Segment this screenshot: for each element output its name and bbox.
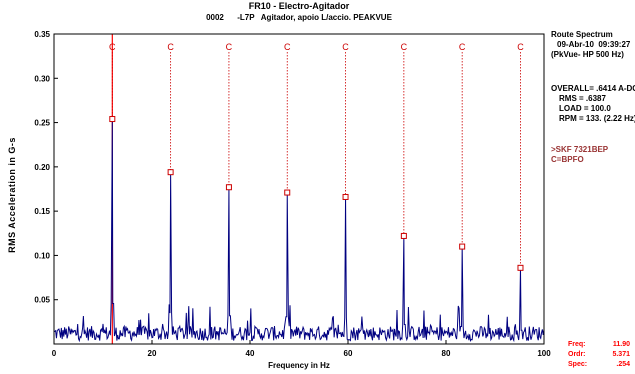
order-value: 5.371 <box>612 351 630 358</box>
freq-value: 11.90 <box>612 341 630 348</box>
x-tick-label: 20 <box>148 349 157 358</box>
peak-marker <box>517 264 524 271</box>
y-tick-label: 0.25 <box>34 119 50 128</box>
spectrum-trace <box>53 119 545 343</box>
rpm-value: RPM = 133. (2.22 Hz) <box>559 114 635 123</box>
peak-marker <box>284 189 291 196</box>
measurement-point: 0002 -L7P Agitador, apoio L/accio. PEAKV… <box>54 13 544 22</box>
x-tick-label: 0 <box>52 349 57 358</box>
order-label: Ordr: <box>568 351 586 358</box>
overall-value: OVERALL= .6414 A-DG <box>551 84 635 93</box>
route-title: Route Spectrum <box>551 30 613 39</box>
y-tick-label: 0.20 <box>34 163 50 172</box>
fault-label-c: C <box>109 42 116 52</box>
peak-marker <box>400 232 407 239</box>
spec-value: .254 <box>616 361 630 368</box>
overall-info: OVERALL= .6414 A-DG RMS = .6387 LOAD = 100… <box>551 84 635 124</box>
peak-marker <box>167 169 174 176</box>
y-tick-label: 0.30 <box>34 74 50 83</box>
fault-label-c: C <box>401 42 408 52</box>
spec-label: Spec: <box>568 361 588 368</box>
point-code: 0002 <box>206 13 224 22</box>
chart-title: FR10 - Electro-Agitador <box>248 1 350 11</box>
x-tick-label: 60 <box>344 349 353 358</box>
y-tick-label: 0.35 <box>34 30 50 39</box>
measurement-mode: (PkVue- HP 500 Hz) <box>551 50 624 59</box>
route-info: Route Spectrum 09-Abr-10 09:39:27 (PkVue- … <box>551 30 630 60</box>
fault-info: >SKF 7321BEP C=BPFO <box>551 145 608 165</box>
bearing-model: >SKF 7321BEP <box>551 145 609 154</box>
point-description: Agitador, apoio L/accio. PEAKVUE <box>260 13 392 22</box>
plot-frame <box>53 33 545 345</box>
x-tick-label: 100 <box>537 349 551 358</box>
fault-label-c: C <box>342 42 349 52</box>
peak-marker <box>459 243 466 250</box>
y-tick-label: 0.15 <box>34 207 50 216</box>
cursor-readout: Freq: 11.90 Ordr: 5.371 Spec: .254 <box>568 340 630 370</box>
x-tick-label: 40 <box>246 349 255 358</box>
x-tick-label: 80 <box>442 349 451 358</box>
measurement-datetime: 09-Abr-10 09:39:27 <box>557 40 631 49</box>
load-value: LOAD = 100.0 <box>559 104 611 113</box>
point-id: -L7P <box>237 13 255 22</box>
y-tick-label: 0.05 <box>34 296 50 305</box>
peak-marker <box>225 184 232 191</box>
fault-label-c: C <box>517 42 524 52</box>
fault-label-c: C <box>167 42 174 52</box>
peak-marker <box>342 193 349 200</box>
y-axis-label: RMS Acceleration in G-s <box>7 137 17 253</box>
fault-label-c: C <box>459 42 466 52</box>
fault-frequency-legend: C=BPFO <box>551 155 584 164</box>
x-axis-label: Frequency in Hz <box>268 361 330 370</box>
peak-marker <box>109 116 116 123</box>
fault-label-c: C <box>284 42 291 52</box>
y-tick-label: 0.10 <box>34 251 50 260</box>
fault-label-c: C <box>226 42 233 52</box>
rms-value: RMS = .6387 <box>559 94 606 103</box>
freq-label: Freq: <box>568 341 586 348</box>
